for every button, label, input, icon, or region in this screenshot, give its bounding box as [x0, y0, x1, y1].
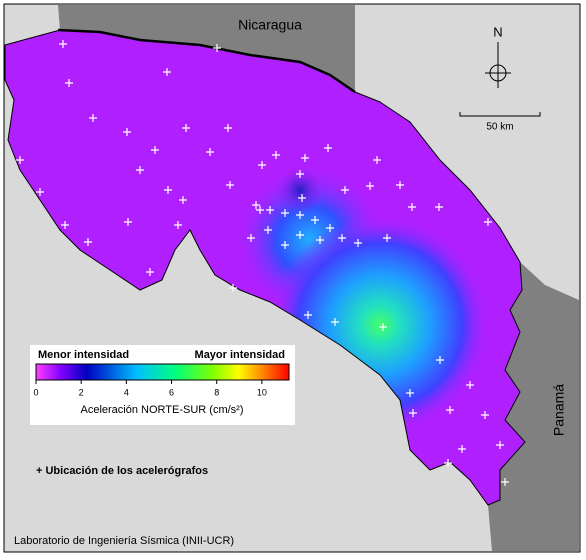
- station-marker: [59, 40, 67, 48]
- nicaragua: [58, 5, 355, 92]
- station-marker: [466, 381, 474, 389]
- station-marker: [379, 323, 387, 331]
- station-marker: [311, 216, 319, 224]
- station-marker: [224, 124, 232, 132]
- station-marker: [226, 181, 234, 189]
- station-marker: [84, 238, 92, 246]
- station-marker: [163, 68, 171, 76]
- station-marker: [383, 234, 391, 242]
- station-marker: [179, 196, 187, 204]
- station-marker: [61, 221, 69, 229]
- station-marker: [266, 206, 274, 214]
- station-marker: [406, 389, 414, 397]
- station-marker: [373, 156, 381, 164]
- station-marker: [501, 478, 509, 486]
- legend-box: [30, 345, 295, 425]
- station-marker: [136, 166, 144, 174]
- station-marker: [124, 218, 132, 226]
- colorbar-ticks: 0 2 4 6 8 10: [33, 380, 267, 397]
- colorbar: [35, 363, 290, 381]
- station-marker: [16, 156, 24, 164]
- panama: [488, 262, 579, 551]
- station-marker: [324, 144, 332, 152]
- station-marker: [366, 182, 374, 190]
- station-marker: [213, 44, 221, 52]
- station-marker: [36, 188, 44, 196]
- legend-low: Menor intensidad: [38, 349, 129, 361]
- station-marker: [298, 194, 306, 202]
- colorbar-tick-label: 4: [124, 387, 129, 397]
- station-marker: [296, 231, 304, 239]
- colorbar-tick-label: 2: [79, 387, 84, 397]
- colorbar-tick-label: 0: [33, 387, 38, 397]
- border: [57, 28, 356, 94]
- station-marker: [458, 445, 466, 453]
- station-marker: [436, 356, 444, 364]
- station-marker: [146, 268, 154, 276]
- station-marker: [444, 459, 452, 467]
- station-marker: [151, 146, 159, 154]
- colorbar-tick-label: 6: [169, 387, 174, 397]
- station-marker: [229, 284, 237, 292]
- station-marker: [396, 181, 404, 189]
- station-marker: [296, 211, 304, 219]
- station-marker: [338, 234, 346, 242]
- scale-label: 50 km: [486, 122, 513, 133]
- station-marker: [89, 114, 97, 122]
- credit: Laboratorio de Ingeniería Sísmica (INII-…: [14, 535, 234, 547]
- station-marker: [247, 234, 255, 242]
- station-marker: [301, 154, 309, 162]
- station-legend: + Ubicación de los acelerógrafos: [36, 465, 208, 477]
- station-marker: [296, 170, 304, 178]
- country-label: Nicaragua: [238, 17, 302, 33]
- station-marker: [446, 406, 454, 414]
- station-marker: [408, 203, 416, 211]
- station-marker: [484, 218, 492, 226]
- legend-high: Mayor intensidad: [195, 349, 285, 361]
- station-marker: [326, 224, 334, 232]
- station-marker: [264, 226, 272, 234]
- station-marker: [341, 186, 349, 194]
- station-marker: [65, 79, 73, 87]
- station-marker: [316, 236, 324, 244]
- station-marker: [258, 161, 266, 169]
- country-label: Panamá: [551, 384, 567, 436]
- station-marker: [496, 441, 504, 449]
- compass: [485, 42, 511, 88]
- station-marker: [354, 239, 362, 247]
- station-marker: [409, 409, 417, 417]
- colorbar-title: Aceleración NORTE-SUR (cm/s²): [81, 404, 244, 416]
- station-marker: [182, 124, 190, 132]
- colorbar-tick-label: 10: [257, 387, 267, 397]
- station-marker: [252, 201, 260, 209]
- station-marker: [272, 151, 280, 159]
- north-arrow: N: [493, 24, 502, 39]
- stations: [16, 40, 509, 486]
- station-marker: [123, 128, 131, 136]
- station-marker: [281, 209, 289, 217]
- scale-bar: [459, 112, 541, 117]
- station-marker: [281, 241, 289, 249]
- colorbar-tick-label: 8: [214, 387, 219, 397]
- station-marker: [256, 206, 264, 214]
- station-marker: [331, 318, 339, 326]
- station-marker: [206, 148, 214, 156]
- station-marker: [304, 311, 312, 319]
- station-marker: [481, 411, 489, 419]
- station-marker: [164, 186, 172, 194]
- station-marker: [174, 221, 182, 229]
- station-marker: [435, 203, 443, 211]
